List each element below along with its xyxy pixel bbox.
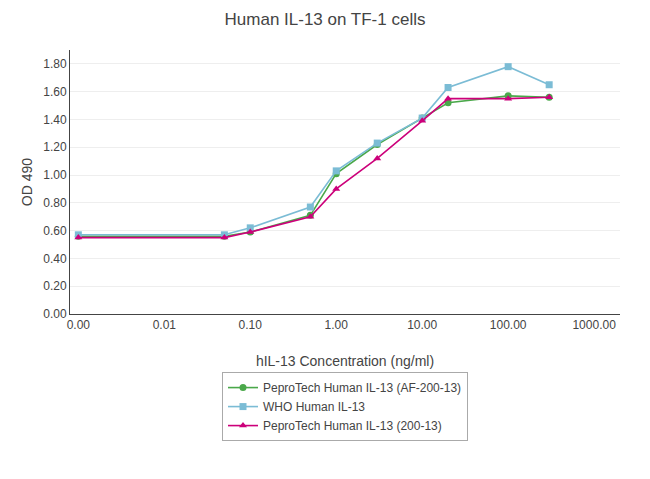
svg-text:hIL-13 Concentration (ng/ml): hIL-13 Concentration (ng/ml) — [256, 353, 434, 369]
svg-text:0.20: 0.20 — [43, 279, 67, 293]
svg-text:WHO Human IL-13: WHO Human IL-13 — [263, 400, 365, 414]
svg-text:1.40: 1.40 — [43, 113, 67, 127]
svg-text:0.01: 0.01 — [153, 318, 177, 332]
svg-text:0.80: 0.80 — [43, 196, 67, 210]
svg-text:1.00: 1.00 — [43, 168, 67, 182]
svg-text:OD 490: OD 490 — [19, 158, 35, 206]
svg-text:0.00: 0.00 — [43, 307, 67, 321]
svg-text:0.10: 0.10 — [239, 318, 263, 332]
svg-text:1.00: 1.00 — [325, 318, 349, 332]
svg-text:Human IL-13 on TF-1 cells: Human IL-13 on TF-1 cells — [225, 10, 426, 29]
svg-text:1000.00: 1000.00 — [572, 318, 616, 332]
svg-text:PeproTech Human IL-13 (200-13): PeproTech Human IL-13 (200-13) — [263, 419, 442, 433]
svg-text:10.00: 10.00 — [407, 318, 437, 332]
svg-text:0.00: 0.00 — [67, 318, 91, 332]
svg-text:1.60: 1.60 — [43, 85, 67, 99]
svg-text:PeproTech Human IL-13 (AF-200-: PeproTech Human IL-13 (AF-200-13) — [263, 381, 461, 395]
svg-text:1.20: 1.20 — [43, 140, 67, 154]
svg-text:1.80: 1.80 — [43, 57, 67, 71]
svg-text:100.00: 100.00 — [490, 318, 527, 332]
svg-text:0.60: 0.60 — [43, 224, 67, 238]
svg-text:0.40: 0.40 — [43, 252, 67, 266]
